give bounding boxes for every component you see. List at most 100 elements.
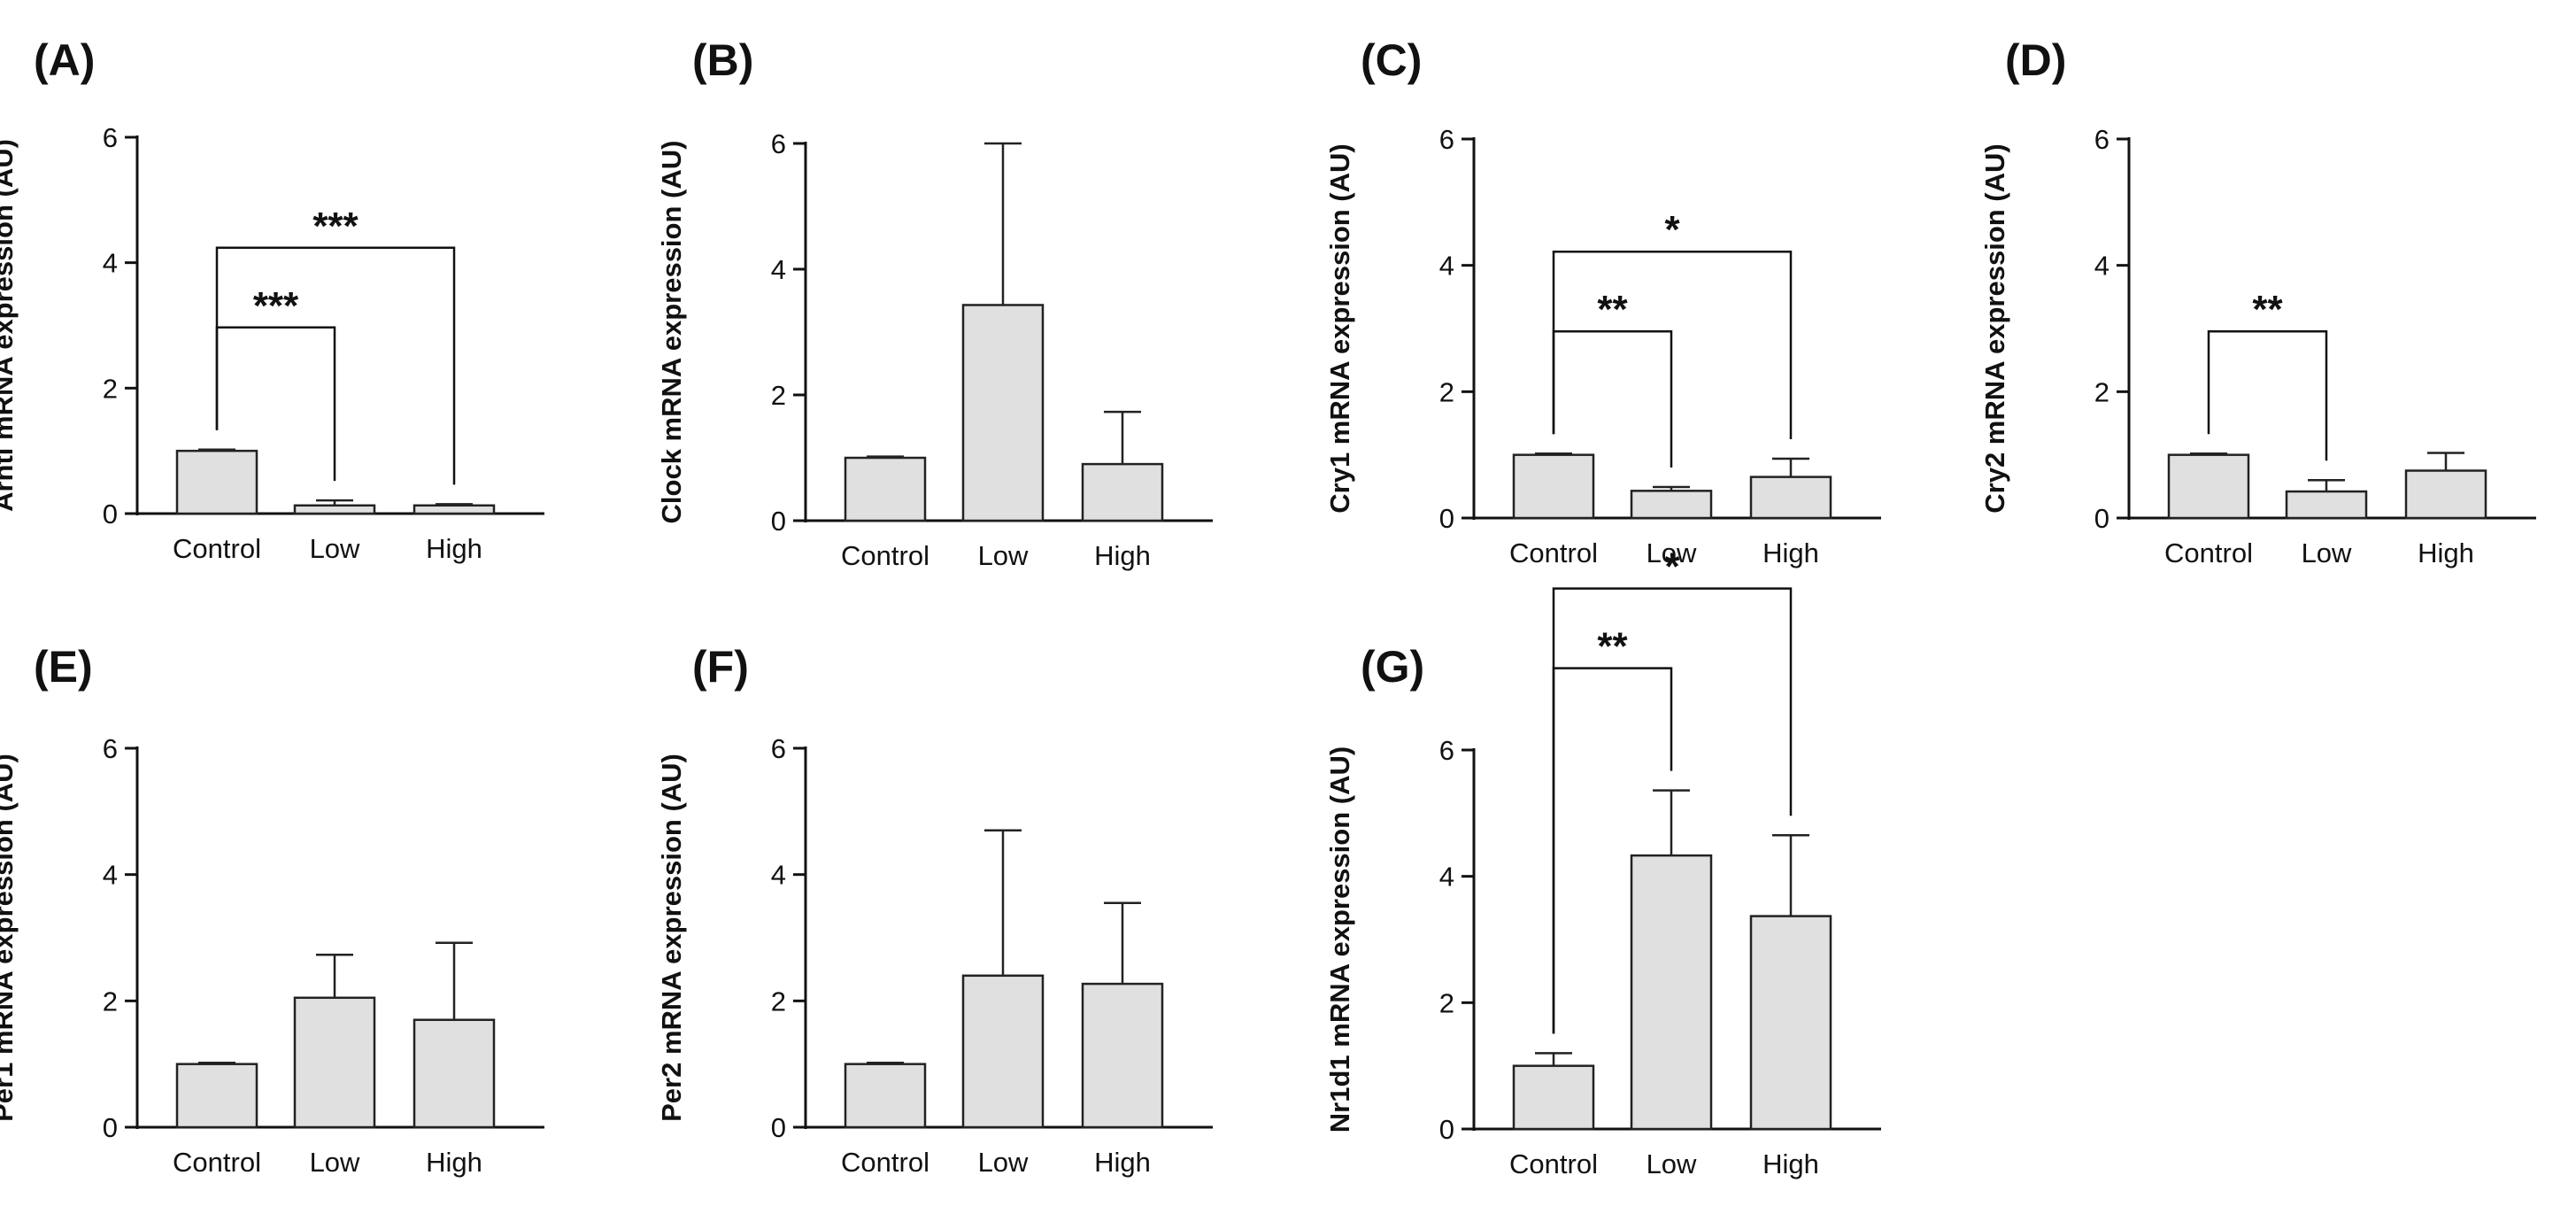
panel-f: (F) Per2 mRNA expression (AU) 0 2 4 6 Control L… xyxy=(656,642,1213,1178)
bar-low xyxy=(961,304,1045,522)
bar-low xyxy=(1630,490,1713,520)
y-tick-label: 2 xyxy=(771,986,786,1017)
category-label: High xyxy=(426,533,482,564)
panel-letter: (G) xyxy=(1361,642,1424,692)
category-label: High xyxy=(426,1147,482,1178)
significance-label: ** xyxy=(1597,288,1628,331)
category-label: Low xyxy=(310,1147,360,1178)
y-tick-label: 6 xyxy=(103,122,118,153)
y-tick-label: 2 xyxy=(1439,376,1454,407)
category-label: Control xyxy=(1509,537,1598,568)
category-label: Control xyxy=(1509,1148,1598,1179)
y-tick-label: 4 xyxy=(103,860,118,891)
y-tick-label: 0 xyxy=(103,499,118,530)
category-label: Low xyxy=(2302,537,2352,568)
category-label: High xyxy=(2418,537,2474,568)
panel-letter: (F) xyxy=(692,642,749,692)
category-label: Control xyxy=(841,1147,929,1178)
y-tick-label: 2 xyxy=(2094,376,2109,407)
bar-control xyxy=(1512,1064,1595,1131)
y-tick-label: 4 xyxy=(1439,251,1454,282)
panel-b: (B) Clock mRNA expression (AU) 0 2 4 6 Control… xyxy=(656,35,1213,571)
y-axis-label: Nr1d1 mRNA expression (AU) xyxy=(1324,746,1355,1133)
significance-bracket xyxy=(1552,329,1673,468)
bar-low xyxy=(1630,854,1713,1131)
significance-label: * xyxy=(1664,545,1680,589)
y-axis-label: Per2 mRNA expression (AU) xyxy=(656,754,687,1122)
bar-control xyxy=(1512,453,1595,520)
panel-g: (G) Nr1d1 mRNA expression (AU) 0 2 4 6 Control… xyxy=(1324,545,1881,1179)
significance-bracket xyxy=(2207,329,2328,461)
bar-low xyxy=(2285,490,2368,520)
category-label: Low xyxy=(1647,1148,1697,1179)
category-label: High xyxy=(1094,1147,1151,1178)
category-label: Control xyxy=(173,533,261,564)
significance-bracket xyxy=(1552,587,1793,1034)
y-axis-label: Clock mRNA expression (AU) xyxy=(656,141,687,524)
category-label: High xyxy=(1762,537,1819,568)
bar-control xyxy=(844,1063,927,1129)
y-tick-label: 0 xyxy=(103,1112,118,1143)
y-tick-label: 6 xyxy=(1439,124,1454,155)
bar-high xyxy=(413,504,496,515)
y-tick-label: 0 xyxy=(771,1112,786,1143)
category-label: Control xyxy=(2164,537,2253,568)
bar-high xyxy=(2404,469,2487,520)
y-tick-label: 0 xyxy=(1439,503,1454,534)
y-tick-label: 6 xyxy=(771,733,786,764)
y-tick-label: 2 xyxy=(771,380,786,411)
panel-letter: (E) xyxy=(34,642,93,692)
y-tick-label: 0 xyxy=(2094,503,2109,534)
bar-low xyxy=(293,504,376,515)
panel-letter: (D) xyxy=(2005,35,2066,85)
y-tick-label: 2 xyxy=(103,373,118,404)
bar-control xyxy=(175,449,258,515)
y-tick-label: 0 xyxy=(771,506,786,537)
significance-label: *** xyxy=(312,205,359,248)
bar-control xyxy=(175,1063,258,1129)
y-tick-label: 4 xyxy=(2094,251,2109,282)
bar-low xyxy=(293,996,376,1129)
panel-letter: (C) xyxy=(1361,35,1422,85)
category-label: Low xyxy=(310,533,360,564)
y-tick-label: 2 xyxy=(103,986,118,1017)
y-tick-label: 4 xyxy=(771,254,786,285)
y-axis-label: Cry2 mRNA expression (AU) xyxy=(1979,143,2010,513)
y-tick-label: 6 xyxy=(1439,735,1454,766)
bar-high xyxy=(413,1018,496,1129)
y-tick-label: 2 xyxy=(1439,987,1454,1018)
category-label: Low xyxy=(978,1147,1029,1178)
bar-high xyxy=(1749,915,1832,1131)
bar-high xyxy=(1081,462,1164,522)
y-axis-label: Cry1 mRNA expression (AU) xyxy=(1324,143,1355,513)
bar-control xyxy=(2167,453,2250,520)
y-tick-label: 4 xyxy=(1439,862,1454,893)
panel-a: (A) Arntl mRNA expression (AU) 0 2 4 6 Control… xyxy=(0,35,544,564)
y-tick-label: 0 xyxy=(1439,1114,1454,1145)
y-tick-label: 6 xyxy=(103,733,118,764)
category-label: High xyxy=(1762,1148,1819,1179)
panel-letter: (A) xyxy=(34,35,95,85)
category-label: Control xyxy=(173,1147,261,1178)
y-tick-label: 6 xyxy=(2094,124,2109,155)
bar-control xyxy=(844,456,927,522)
panel-d: (D) Cry2 mRNA expression (AU) 0 2 4 6 Control L… xyxy=(1979,35,2536,568)
panel-e: (E) Per1 mRNA expression (AU) 0 2 4 6 Control L… xyxy=(0,642,544,1178)
y-tick-label: 4 xyxy=(771,860,786,891)
panel-letter: (B) xyxy=(692,35,753,85)
y-axis-label: Arntl mRNA expression (AU) xyxy=(0,139,19,512)
significance-label: ** xyxy=(1597,625,1628,669)
y-tick-label: 4 xyxy=(103,248,118,279)
category-label: High xyxy=(1094,540,1151,571)
significance-bracket xyxy=(215,246,456,485)
category-label: Low xyxy=(978,540,1029,571)
bar-high xyxy=(1749,476,1832,520)
bar-low xyxy=(961,974,1045,1129)
significance-label: ** xyxy=(2252,288,2283,331)
category-label: Control xyxy=(841,540,929,571)
significance-bracket xyxy=(1552,250,1793,439)
y-axis-label: Per1 mRNA expression (AU) xyxy=(0,754,19,1122)
bar-high xyxy=(1081,982,1164,1129)
panel-c: (C) Cry1 mRNA expression (AU) 0 2 4 6 Control L… xyxy=(1324,35,1881,568)
